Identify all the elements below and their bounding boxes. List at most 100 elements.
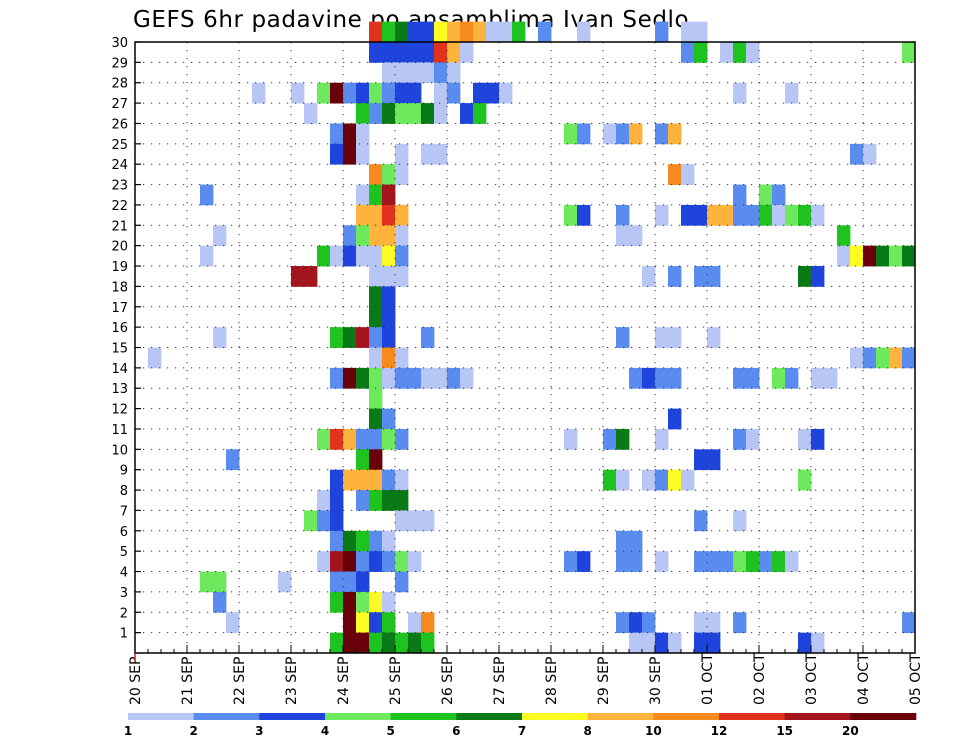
colorbar-swatch [390, 713, 457, 720]
heatmap-cell [382, 367, 396, 389]
heatmap-cell [707, 327, 721, 348]
heatmap-cell [577, 123, 591, 145]
heatmap-cell [408, 632, 422, 654]
heatmap-cell [785, 82, 799, 104]
heatmap-cell [395, 164, 409, 185]
heatmap-cell [694, 42, 708, 63]
heatmap-cell [330, 123, 344, 145]
heatmap-cell [356, 449, 370, 471]
heatmap-cell [577, 551, 591, 572]
heatmap-cell [226, 449, 240, 471]
y-tick-label: 15 [111, 342, 128, 357]
heatmap-cell [369, 449, 383, 471]
heatmap-cell [382, 612, 396, 634]
heatmap-cell [369, 327, 383, 348]
heatmap-cell [694, 204, 708, 226]
colorbar-swatch [325, 713, 391, 720]
heatmap-cell [577, 21, 591, 43]
heatmap-cell [785, 551, 799, 572]
y-tick-label: 19 [111, 260, 128, 275]
heatmap-cell [837, 245, 851, 267]
heatmap-cell [512, 21, 526, 43]
heatmap-cell [356, 591, 370, 613]
heatmap-cell [759, 551, 773, 572]
heatmap-cell [642, 469, 656, 491]
heatmap-cell [369, 347, 383, 369]
x-tick-label: 02 OCT [752, 653, 768, 705]
colorbar-label: 7 [518, 724, 526, 738]
y-tick-label: 24 [111, 158, 128, 173]
y-tick-label: 8 [120, 484, 128, 499]
heatmap-cell [733, 367, 747, 389]
y-tick-label: 7 [120, 504, 128, 519]
y-tick-label: 23 [111, 179, 128, 194]
heatmap-cell [837, 225, 851, 247]
colorbar-label: 20 [842, 724, 859, 738]
heatmap-cell [434, 82, 448, 104]
y-axis-ticks: 1234567891011121314151617181920212223242… [111, 36, 141, 642]
heatmap-cell [720, 551, 734, 572]
heatmap-cell [330, 551, 344, 572]
heatmap-cell [759, 204, 773, 226]
heatmap-cell [850, 143, 864, 165]
heatmap-cell [447, 42, 461, 63]
heatmap-cell [382, 408, 396, 430]
heatmap-cell [785, 204, 799, 226]
heatmap-cell [369, 164, 383, 185]
heatmap-cell [395, 510, 409, 532]
heatmap-cell [343, 591, 357, 613]
heatmap-cell [226, 612, 240, 634]
heatmap-cell [395, 551, 409, 572]
heatmap-cell [889, 347, 903, 369]
heatmap-cell [733, 42, 747, 63]
heatmap-cell [382, 266, 396, 287]
y-tick-label: 13 [111, 382, 128, 397]
colorbar: 1 2 3 4 5 6 7 8 10 12 15 20 [124, 713, 917, 738]
heatmap-cell [395, 21, 409, 43]
heatmap-cell [668, 408, 682, 430]
heatmap-cell [395, 367, 409, 389]
heatmap-cell [382, 428, 396, 450]
heatmap-cell [798, 632, 812, 654]
colorbar-swatch [587, 713, 654, 720]
heatmap-cell [408, 551, 422, 572]
heatmap-cell [213, 571, 227, 593]
heatmap-cell [395, 266, 409, 287]
heatmap-cell [382, 21, 396, 43]
heatmap-cell [382, 306, 396, 328]
heatmap-cell [317, 245, 331, 267]
heatmap-cell [746, 204, 760, 226]
heatmap-cell [356, 530, 370, 552]
heatmap-cell [408, 612, 422, 634]
heatmap-cell [629, 551, 643, 572]
heatmap-cell [694, 21, 708, 43]
heatmap-cell [408, 62, 422, 84]
heatmap-cell [772, 367, 786, 389]
heatmap-cell [668, 632, 682, 654]
heatmap-cell [343, 632, 357, 654]
heatmap-cell [655, 428, 669, 450]
heatmap-cell [434, 62, 448, 84]
colorbar-label: 8 [583, 724, 591, 738]
heatmap-cell [681, 204, 695, 226]
heatmap-cell [291, 82, 305, 104]
heatmap-cell [629, 367, 643, 389]
heatmap-cell [317, 82, 331, 104]
heatmap-cell [564, 123, 578, 145]
heatmap-cell [707, 449, 721, 471]
heatmap-cell [356, 103, 370, 124]
heatmap-cell [733, 612, 747, 634]
heatmap-cell [486, 82, 500, 104]
heatmap-cell [395, 571, 409, 593]
heatmap-cell [733, 428, 747, 450]
heatmap-cell [343, 123, 357, 145]
heatmap-cell [772, 551, 786, 572]
heatmap-cell [395, 62, 409, 84]
heatmap-cell [356, 490, 370, 511]
heatmap-cell [694, 632, 708, 654]
heatmap-cell [395, 42, 409, 63]
colorbar-label: 10 [645, 724, 662, 738]
heatmap-cell [382, 347, 396, 369]
heatmap-cell [395, 347, 409, 369]
